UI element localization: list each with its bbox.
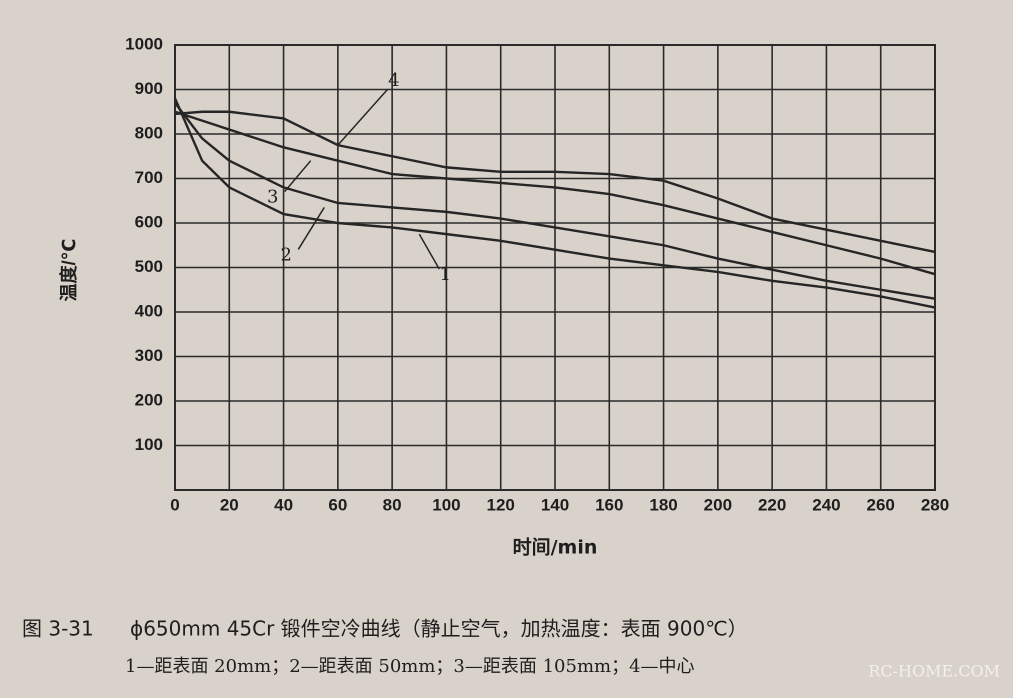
x-tick-label: 60	[328, 495, 347, 514]
y-tick-label: 700	[135, 168, 163, 187]
y-tick-label: 500	[135, 257, 163, 276]
watermark: RC-HOME.COM	[868, 662, 1000, 681]
curve	[174, 110, 936, 254]
y-tick-label: 600	[135, 212, 163, 231]
y-axis-label: 温度/℃	[58, 239, 79, 302]
y-tick-label: 100	[135, 435, 163, 454]
curve	[174, 110, 936, 276]
y-tick-label: 300	[135, 346, 163, 365]
x-tick-label: 0	[170, 495, 179, 514]
curve-label: 3	[267, 187, 278, 208]
x-axis-label: 时间/min	[513, 537, 598, 559]
curve-label: 1	[440, 264, 451, 285]
y-tick-label: 800	[135, 123, 163, 142]
y-tick-label: 1000	[125, 34, 163, 53]
y-tick-label: 200	[135, 390, 163, 409]
x-tick-label: 280	[921, 495, 949, 514]
curve	[173, 97, 936, 309]
leader-line	[337, 88, 389, 146]
x-tick-label: 100	[432, 495, 460, 514]
x-tick-label: 180	[649, 495, 677, 514]
curve-label: 4	[388, 70, 399, 91]
x-tick-label: 40	[274, 495, 293, 514]
chart-subtitle: 1—距表面 20mm；2—距表面 50mm；3—距表面 105mm；4—中心	[125, 656, 695, 677]
y-tick-label: 900	[135, 79, 163, 98]
x-tick-label: 200	[704, 495, 732, 514]
figure-label: 图 3-31	[22, 617, 94, 641]
x-tick-label: 20	[220, 495, 239, 514]
leader-line	[297, 207, 325, 250]
curve	[174, 102, 936, 300]
x-tick-label: 240	[812, 495, 840, 514]
x-tick-label: 120	[487, 495, 515, 514]
x-tick-label: 160	[595, 495, 623, 514]
chart-title: ϕ650mm 45Cr 锻件空冷曲线（静止空气，加热温度：表面 900℃）	[130, 617, 748, 641]
x-tick-label: 80	[383, 495, 402, 514]
y-tick-label: 400	[135, 301, 163, 320]
leader-line	[418, 233, 440, 270]
leader-line	[284, 160, 312, 192]
x-tick-label: 140	[541, 495, 569, 514]
curve-label: 2	[281, 244, 292, 265]
x-tick-label: 220	[758, 495, 786, 514]
x-tick-label: 260	[867, 495, 895, 514]
